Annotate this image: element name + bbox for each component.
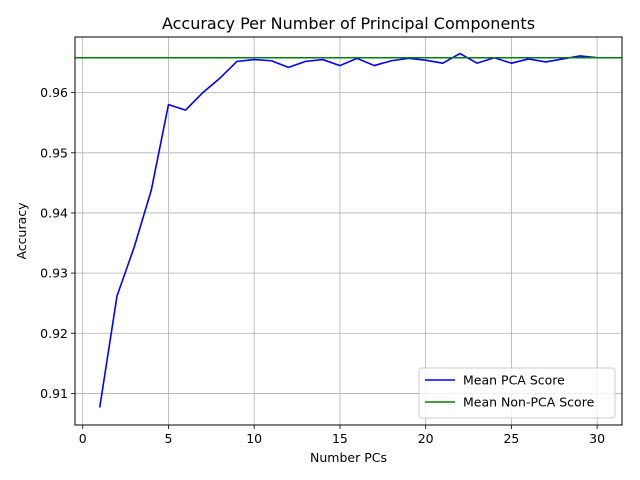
- y-axis: 0.91 0.92 0.93 0.94 0.95 0.96: [40, 85, 75, 401]
- legend-label-non-pca: Mean Non-PCA Score: [463, 395, 595, 410]
- plot-frame: [74, 36, 623, 426]
- y-tick-label: 0.94: [40, 205, 68, 220]
- x-tick-label: 0: [79, 431, 87, 446]
- y-tick-label: 0.92: [40, 326, 68, 341]
- y-tick-label: 0.93: [40, 266, 68, 281]
- y-axis-label: Accuracy: [14, 202, 29, 260]
- grid: [75, 37, 622, 425]
- x-tick-label: 5: [164, 431, 172, 446]
- series-line-0: [98, 52, 599, 408]
- legend: Mean PCA Score Mean Non-PCA Score: [418, 367, 616, 419]
- x-tick-label: 30: [589, 431, 605, 446]
- x-tick-label: 25: [503, 431, 519, 446]
- legend-label-pca: Mean PCA Score: [463, 373, 565, 388]
- y-tick-label: 0.91: [40, 386, 68, 401]
- y-tick-label: 0.96: [40, 85, 68, 100]
- y-tick-label: 0.95: [40, 145, 68, 160]
- legend-box: [418, 367, 616, 419]
- x-tick-label: 15: [332, 431, 348, 446]
- x-tick-label: 10: [246, 431, 262, 446]
- chart-title: Accuracy Per Number of Principal Compone…: [162, 14, 535, 33]
- plot-lines: [75, 52, 622, 408]
- x-axis: 0 5 10 15 20 25 30: [79, 425, 605, 446]
- x-tick-label: 20: [418, 431, 434, 446]
- x-axis-label: Number PCs: [310, 450, 387, 465]
